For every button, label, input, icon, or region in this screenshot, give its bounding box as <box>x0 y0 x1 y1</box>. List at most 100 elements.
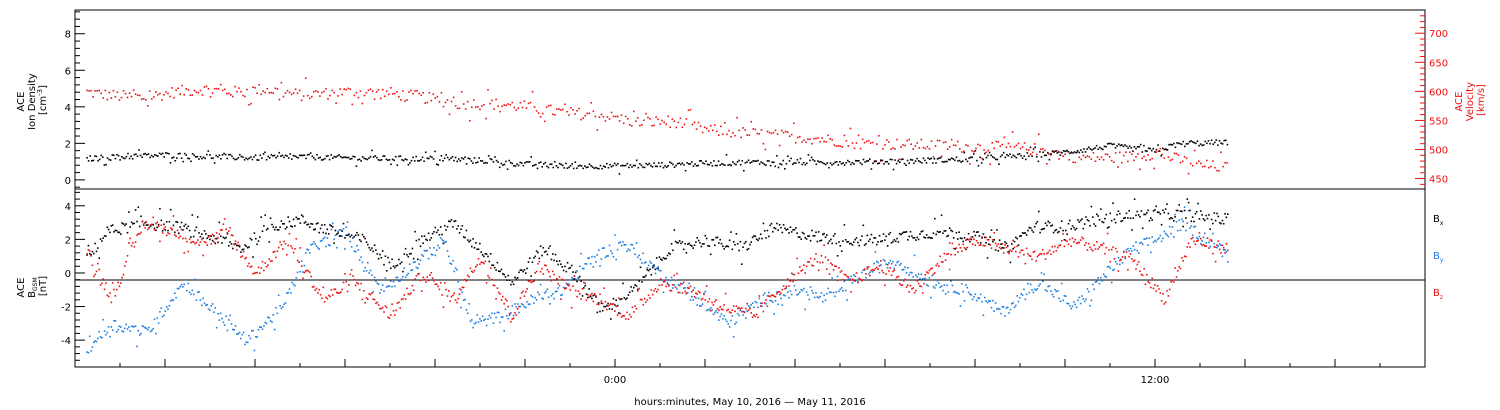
data-point <box>743 242 746 245</box>
data-point <box>203 302 206 305</box>
data-point <box>768 295 770 297</box>
data-point <box>228 230 230 232</box>
data-point <box>1040 272 1043 274</box>
data-point <box>98 268 100 271</box>
data-point <box>585 299 588 301</box>
data-point <box>785 287 788 289</box>
data-point <box>743 311 746 314</box>
data-point <box>993 232 995 234</box>
data-point <box>612 255 615 258</box>
data-point <box>206 244 208 246</box>
data-point <box>667 165 669 167</box>
data-point <box>179 285 181 288</box>
data-point <box>776 155 778 157</box>
data-point <box>849 279 851 281</box>
data-point <box>267 316 269 318</box>
data-point <box>525 272 527 274</box>
data-point <box>322 231 325 234</box>
data-point <box>1054 245 1056 248</box>
data-point <box>857 281 859 284</box>
data-point <box>1074 303 1076 306</box>
data-point <box>692 289 694 291</box>
data-point <box>385 90 388 92</box>
data-point <box>837 164 840 166</box>
data-point <box>981 237 983 239</box>
data-point <box>214 307 217 309</box>
data-point <box>450 157 452 159</box>
data-point <box>1168 218 1171 220</box>
data-point <box>149 330 152 333</box>
data-point <box>1058 297 1060 299</box>
data-point <box>560 294 562 297</box>
data-point <box>442 242 445 245</box>
data-point <box>539 161 542 163</box>
data-point <box>141 220 144 223</box>
data-point <box>861 280 863 282</box>
data-point <box>396 164 399 166</box>
data-point <box>431 277 434 279</box>
data-point <box>461 286 464 289</box>
data-point <box>271 321 273 323</box>
data-point <box>973 230 975 233</box>
data-point <box>122 330 125 333</box>
data-point <box>137 233 140 235</box>
data-point <box>101 282 103 285</box>
data-point <box>1123 217 1125 220</box>
data-point <box>758 133 761 135</box>
data-point <box>743 169 745 172</box>
data-point <box>437 164 440 166</box>
data-point <box>882 271 885 274</box>
data-point <box>869 142 872 144</box>
data-point <box>627 318 630 321</box>
tick-label: 700 <box>1429 29 1448 40</box>
data-point <box>457 297 460 300</box>
data-point <box>103 288 106 291</box>
data-point <box>237 241 239 244</box>
data-point <box>485 253 488 255</box>
data-point <box>513 106 516 109</box>
data-point <box>607 305 609 307</box>
data-point <box>967 232 970 235</box>
data-point <box>89 155 91 157</box>
data-point <box>677 283 680 286</box>
data-point <box>1056 152 1059 154</box>
data-point <box>375 249 377 251</box>
data-point <box>1158 211 1160 214</box>
data-point <box>404 100 406 102</box>
data-point <box>232 234 234 237</box>
data-point <box>638 280 640 282</box>
data-point <box>720 313 723 315</box>
data-point <box>897 160 899 162</box>
data-point <box>163 94 165 96</box>
data-point <box>445 288 447 291</box>
data-point <box>554 279 557 281</box>
data-point <box>902 158 904 160</box>
data-point <box>496 287 499 289</box>
data-point <box>966 160 969 163</box>
data-point <box>138 334 141 336</box>
data-point <box>1186 222 1189 224</box>
data-point <box>654 268 657 271</box>
data-point <box>242 248 245 251</box>
data-point <box>961 237 963 240</box>
data-point <box>695 297 697 299</box>
data-point <box>836 275 839 278</box>
data-point <box>1186 198 1189 200</box>
data-point <box>830 291 832 294</box>
data-point <box>429 155 432 158</box>
data-point <box>222 223 225 225</box>
data-point <box>864 161 866 163</box>
data-point <box>741 310 743 313</box>
data-point <box>809 138 811 140</box>
tick-label: 500 <box>1429 145 1448 156</box>
data-point <box>966 246 968 249</box>
data-point <box>724 164 726 166</box>
data-point <box>1207 140 1210 142</box>
data-point <box>1127 269 1129 271</box>
data-point <box>426 239 428 242</box>
data-point <box>1160 300 1163 302</box>
data-point <box>837 145 840 147</box>
data-point <box>861 138 864 141</box>
data-point <box>261 328 264 330</box>
data-point <box>986 238 989 241</box>
